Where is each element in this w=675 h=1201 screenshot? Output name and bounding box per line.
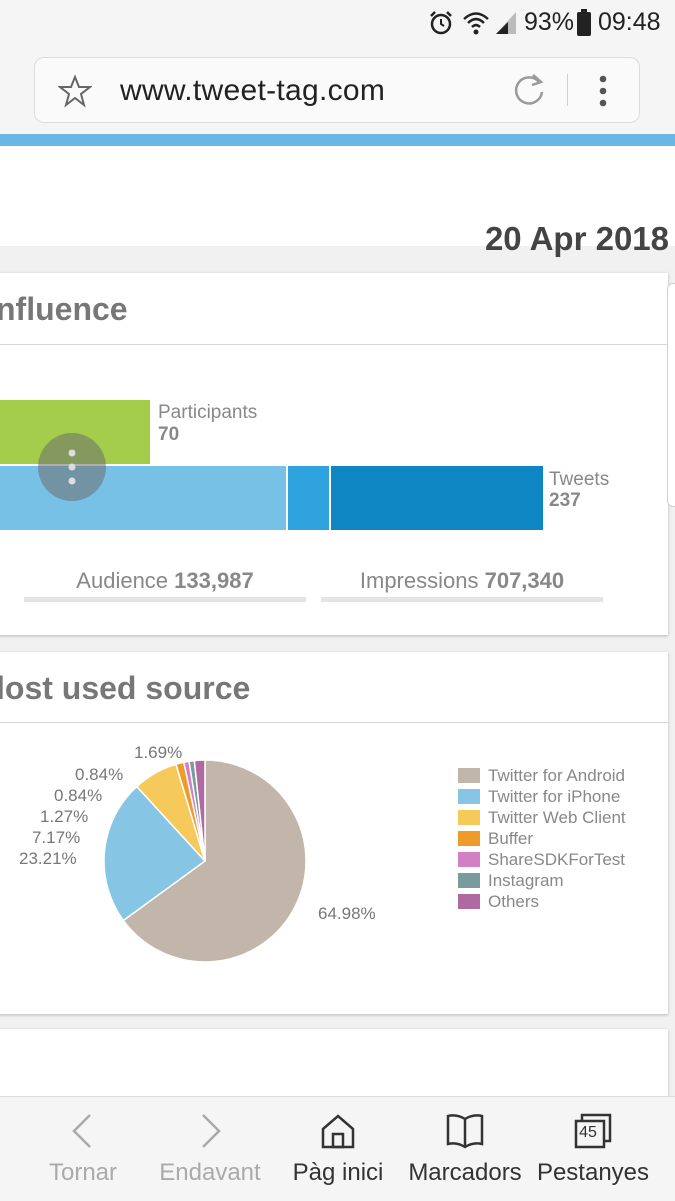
- battery-icon: [577, 9, 591, 36]
- forward-button[interactable]: Endavant: [152, 1097, 268, 1201]
- alarm-icon: [430, 11, 452, 35]
- home-label: Pàg inici: [292, 1159, 384, 1186]
- influence-title: nfluence: [0, 291, 128, 327]
- card-divider: [0, 344, 668, 345]
- back-button[interactable]: Tornar: [30, 1097, 136, 1201]
- tabs-icon: [574, 1113, 612, 1149]
- impressions-stat: Impressions 707,340: [321, 568, 603, 594]
- impressions-underline: [321, 597, 603, 602]
- participants-label: Participants: [158, 402, 258, 423]
- tabs-count: 45: [579, 1124, 597, 1141]
- impressions-value: 707,340: [484, 568, 565, 593]
- impressions-label: Impressions: [359, 568, 479, 593]
- legend-label: ShareSDKForTest: [488, 850, 625, 869]
- side-drawer-handle[interactable]: [667, 283, 675, 507]
- overflow-fab[interactable]: [38, 433, 106, 501]
- pie-label-web-client: 7.17%: [32, 828, 81, 847]
- page-header-strip: [0, 134, 675, 146]
- pie-slice-others: [193, 759, 206, 862]
- audience-value: 133,987: [174, 568, 254, 593]
- next-card: [0, 1029, 668, 1096]
- legend-swatch: [458, 873, 480, 888]
- legend-label: Instagram: [488, 871, 564, 890]
- legend-item: Twitter Web Client: [458, 808, 626, 828]
- signal-icon: [496, 12, 516, 34]
- book-icon: [446, 1114, 484, 1149]
- bookmark-star-icon[interactable]: [58, 74, 92, 108]
- pie-label-sharesdk: 0.84%: [54, 786, 103, 805]
- tabs-button[interactable]: 45 Pestanyes: [534, 1097, 652, 1201]
- clock: 09:48: [598, 8, 661, 36]
- pie-label-instagram: 0.84%: [75, 765, 124, 784]
- audience-label: Audience: [76, 568, 169, 593]
- home-icon: [321, 1114, 355, 1149]
- legend-label: Twitter for Android: [488, 766, 626, 785]
- pie-label-iphone: 23.21%: [19, 849, 77, 868]
- legend-item: Instagram: [458, 871, 564, 891]
- forward-label: Endavant: [159, 1159, 261, 1186]
- legend-label: Buffer: [488, 829, 534, 848]
- chevron-right-icon: [202, 1114, 221, 1148]
- bookmarks-button[interactable]: Marcadors: [404, 1097, 526, 1201]
- legend-item: Twitter for iPhone: [458, 787, 620, 807]
- legend-swatch: [458, 789, 480, 804]
- tweets-label: Tweets: [549, 469, 610, 490]
- more-menu-icon[interactable]: [597, 74, 609, 108]
- page-header: [0, 146, 675, 246]
- source-pie-chart: [103, 759, 307, 963]
- url-text[interactable]: www.tweet-tag.com: [120, 74, 386, 107]
- status-bar: 93% 09:48: [0, 0, 675, 46]
- legend-swatch: [458, 810, 480, 825]
- card-divider: [0, 722, 668, 723]
- browser-bottom-nav: Tornar Endavant Pàg inici Marcadors 45 P…: [0, 1096, 675, 1201]
- source-card: lost used source 1.69% 0.84% 0.84% 1.27%…: [0, 652, 668, 1014]
- report-date: 20 Apr 2018: [484, 220, 669, 257]
- tweets-value: 237: [549, 490, 581, 511]
- legend-swatch: [458, 852, 480, 867]
- address-bar[interactable]: [34, 57, 640, 123]
- legend-swatch: [458, 894, 480, 909]
- vertical-dots-icon: [68, 449, 76, 485]
- legend-item: Others: [458, 892, 539, 912]
- legend-item: Buffer: [458, 829, 533, 849]
- bookmarks-label: Marcadors: [408, 1159, 522, 1186]
- source-title: lost used source: [0, 670, 251, 706]
- web-page: 20 Apr 2018 nfluence Participants 70 Twe…: [0, 146, 675, 1096]
- legend-label: Twitter Web Client: [488, 808, 626, 827]
- pie-slice-twitter-for-android: [122, 759, 307, 963]
- legend-label: Twitter for iPhone: [488, 787, 621, 806]
- back-label: Tornar: [48, 1159, 118, 1186]
- legend-item: Twitter for Android: [458, 766, 625, 786]
- pie-label-android: 64.98%: [318, 904, 376, 923]
- tweets-bar: [331, 466, 543, 530]
- legend-item: ShareSDKForTest: [458, 850, 625, 870]
- pie-label-others: 1.69%: [134, 743, 183, 762]
- reload-icon[interactable]: [511, 72, 547, 108]
- pie-slice-twitter-for-iphone: [103, 785, 207, 922]
- participants-value: 70: [158, 424, 180, 445]
- legend-swatch: [458, 768, 480, 783]
- pie-label-buffer: 1.27%: [40, 807, 89, 826]
- influence-card: nfluence Participants 70 Tweets 237 Audi…: [0, 273, 668, 635]
- audience-bar-segment: [288, 466, 329, 530]
- battery-percent: 93%: [524, 8, 575, 36]
- audience-underline: [24, 597, 306, 602]
- legend-swatch: [458, 831, 480, 846]
- home-button[interactable]: Pàg inici: [284, 1097, 392, 1201]
- toolbar-divider: [567, 74, 568, 106]
- legend-label: Others: [488, 892, 540, 911]
- wifi-icon: [463, 12, 489, 35]
- audience-stat: Audience 133,987: [24, 568, 306, 594]
- tabs-label: Pestanyes: [536, 1159, 650, 1186]
- chevron-left-icon: [72, 1114, 91, 1148]
